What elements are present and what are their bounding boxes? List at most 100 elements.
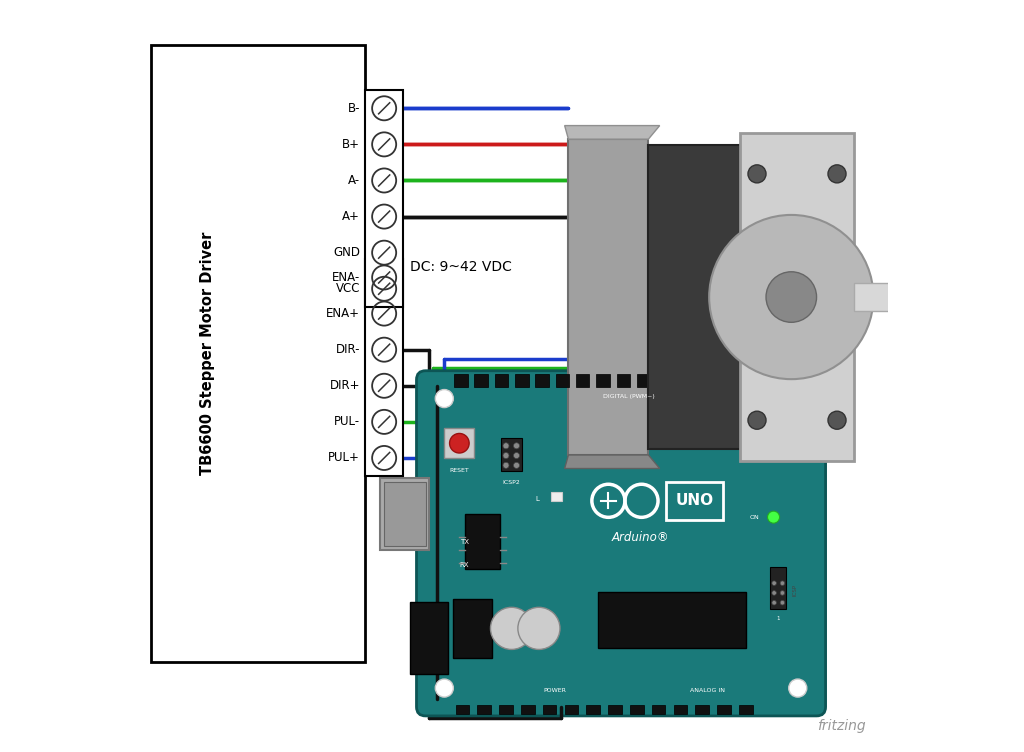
Text: POWER: POWER: [543, 688, 566, 693]
Bar: [444, 428, 474, 458]
Bar: [152, 45, 366, 662]
Bar: [718, 374, 731, 387]
Text: PUL+: PUL+: [329, 451, 360, 465]
Circle shape: [897, 291, 908, 303]
Bar: [630, 705, 644, 714]
Text: 1: 1: [776, 617, 779, 621]
Bar: [608, 705, 622, 714]
Bar: [515, 374, 528, 387]
Circle shape: [513, 462, 519, 468]
Text: A-: A-: [348, 174, 360, 187]
Bar: [465, 514, 500, 569]
Bar: [575, 374, 590, 387]
Text: fritzing: fritzing: [817, 719, 865, 733]
Bar: [759, 374, 772, 387]
Bar: [551, 492, 562, 501]
Circle shape: [788, 390, 807, 408]
Text: DIGITAL (PWM~): DIGITAL (PWM~): [603, 393, 654, 399]
Circle shape: [788, 679, 807, 697]
Circle shape: [748, 165, 766, 183]
Circle shape: [772, 591, 776, 596]
Text: GND: GND: [333, 246, 360, 259]
Bar: [587, 705, 600, 714]
Circle shape: [503, 443, 509, 449]
Bar: [380, 478, 429, 550]
Bar: [596, 374, 609, 387]
Bar: [500, 705, 513, 714]
Bar: [454, 374, 468, 387]
Bar: [456, 705, 469, 714]
Text: UNO: UNO: [676, 493, 714, 508]
Bar: [564, 705, 579, 714]
Text: ICSP2: ICSP2: [503, 481, 520, 485]
Bar: [384, 482, 426, 546]
Bar: [717, 705, 731, 714]
Bar: [477, 705, 490, 714]
Bar: [521, 705, 535, 714]
Bar: [598, 593, 746, 648]
Bar: [678, 374, 691, 387]
Circle shape: [435, 679, 454, 697]
Text: L: L: [536, 496, 539, 502]
Circle shape: [772, 600, 776, 605]
Text: ANALOG IN: ANALOG IN: [689, 688, 725, 693]
Bar: [556, 374, 569, 387]
Circle shape: [768, 511, 779, 523]
Circle shape: [780, 581, 784, 585]
Text: RX: RX: [460, 562, 469, 568]
Circle shape: [766, 271, 816, 323]
Bar: [648, 145, 740, 449]
Bar: [453, 599, 492, 658]
Bar: [854, 283, 903, 311]
Text: ENA-: ENA-: [332, 271, 360, 284]
Bar: [740, 133, 854, 461]
Circle shape: [780, 591, 784, 596]
Circle shape: [828, 165, 846, 183]
Bar: [411, 602, 449, 674]
Bar: [495, 374, 508, 387]
Bar: [674, 705, 687, 714]
Bar: [536, 374, 549, 387]
Circle shape: [450, 433, 469, 453]
Bar: [366, 90, 403, 307]
Circle shape: [890, 284, 916, 311]
Bar: [616, 374, 630, 387]
Text: DIR+: DIR+: [330, 379, 360, 393]
Circle shape: [503, 453, 509, 459]
Circle shape: [828, 411, 846, 429]
Bar: [637, 374, 650, 387]
Text: RESET: RESET: [450, 468, 469, 473]
Text: A+: A+: [342, 210, 360, 223]
Text: DIR-: DIR-: [336, 343, 360, 356]
Bar: [738, 374, 752, 387]
Bar: [478, 560, 492, 569]
Bar: [366, 259, 403, 476]
Bar: [739, 705, 753, 714]
Circle shape: [710, 215, 873, 379]
Text: Arduino®: Arduino®: [611, 531, 669, 544]
Circle shape: [490, 608, 532, 650]
Polygon shape: [564, 455, 659, 468]
Circle shape: [503, 462, 509, 468]
Circle shape: [748, 411, 766, 429]
Bar: [543, 705, 556, 714]
Text: ICSP: ICSP: [793, 584, 798, 596]
Circle shape: [772, 581, 776, 585]
Bar: [474, 374, 488, 387]
Text: ON: ON: [751, 514, 760, 520]
Bar: [667, 482, 723, 520]
Bar: [779, 374, 793, 387]
Bar: [697, 374, 712, 387]
Bar: [695, 705, 709, 714]
Bar: [478, 538, 492, 547]
Bar: [652, 705, 666, 714]
Bar: [800, 374, 813, 387]
Text: ENA+: ENA+: [326, 307, 360, 320]
Bar: [657, 374, 671, 387]
Polygon shape: [564, 126, 659, 139]
Circle shape: [780, 600, 784, 605]
Text: B+: B+: [342, 138, 360, 151]
Circle shape: [518, 608, 560, 650]
FancyBboxPatch shape: [417, 371, 825, 716]
Text: VCC: VCC: [336, 282, 360, 296]
